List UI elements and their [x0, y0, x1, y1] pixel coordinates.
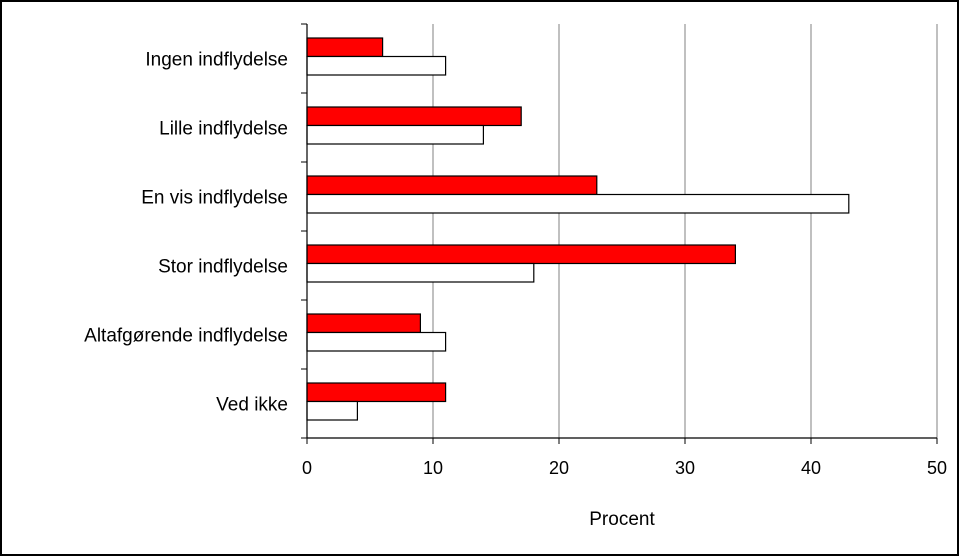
gridlines	[432, 24, 938, 438]
category-label: Ved ikke	[216, 395, 288, 416]
bar	[306, 37, 384, 58]
x-axis-title: Procent	[589, 509, 655, 530]
category-label: Altafgørende indflydelse	[84, 326, 288, 347]
x-tick-label: 0	[302, 458, 312, 478]
x-tick-label: 20	[549, 458, 569, 478]
bars	[306, 37, 850, 421]
bar	[306, 193, 850, 214]
bar	[306, 124, 484, 145]
axes	[301, 23, 938, 444]
category-label: Ingen indflydelse	[145, 50, 288, 71]
bar	[306, 262, 535, 283]
bar	[306, 175, 598, 196]
bar	[306, 400, 359, 421]
bar	[306, 331, 447, 352]
bar	[306, 244, 736, 265]
labels: 0 10 20 30 40 50 Ingen indflydelse Lille indfly…	[84, 50, 947, 479]
x-tick-label: 40	[801, 458, 821, 478]
category-label: En vis indflydelse	[141, 188, 288, 209]
x-tick-label: 10	[423, 458, 443, 478]
bar	[306, 106, 522, 127]
bar	[306, 382, 447, 403]
bar	[306, 313, 422, 334]
bar	[306, 55, 447, 76]
x-tick-label: 50	[927, 458, 947, 478]
category-label: Stor indflydelse	[158, 257, 288, 278]
category-label: Lille indflydelse	[159, 119, 288, 140]
x-tick-label: 30	[675, 458, 695, 478]
